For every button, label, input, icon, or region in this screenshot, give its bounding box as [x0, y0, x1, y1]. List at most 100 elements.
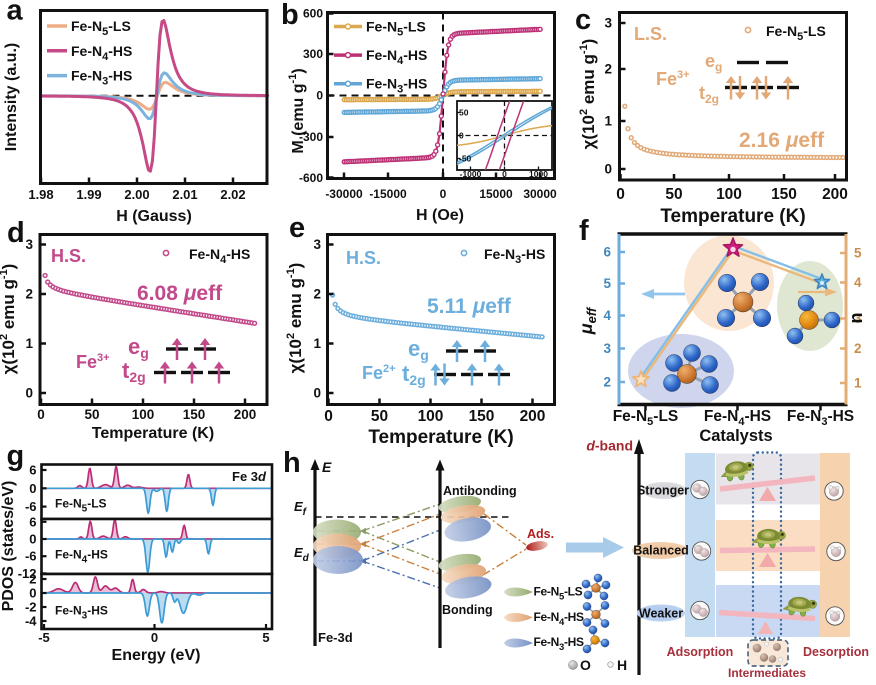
svg-text:2: 2 — [854, 341, 862, 356]
svg-text:0: 0 — [313, 386, 321, 401]
svg-text:Intermediates: Intermediates — [728, 666, 806, 680]
svg-text:h: h — [283, 447, 301, 479]
svg-text:Fe-N4​-HS: Fe-N4​-HS — [55, 548, 108, 566]
svg-text:Ads.: Ads. — [527, 527, 554, 541]
svg-text:Adsorption: Adsorption — [667, 645, 734, 659]
svg-text:5: 5 — [262, 630, 269, 645]
svg-text:100: 100 — [716, 186, 742, 203]
svg-text:5: 5 — [603, 276, 611, 291]
svg-text:600: 600 — [303, 7, 323, 21]
svg-text:150: 150 — [183, 407, 206, 422]
svg-text:Fe-N5​-LS: Fe-N5​-LS — [613, 408, 679, 428]
svg-text:100: 100 — [418, 408, 444, 425]
svg-text:Fe-N4​-HS: Fe-N4​-HS — [534, 610, 585, 628]
svg-text:2: 2 — [29, 572, 36, 587]
svg-text:Fe-N5​-LS: Fe-N5​-LS — [55, 497, 107, 515]
svg-text:-6: -6 — [25, 499, 37, 514]
svg-text:4: 4 — [603, 308, 611, 323]
svg-text:-50: -50 — [459, 154, 472, 164]
svg-text:-5: -5 — [38, 630, 50, 645]
svg-text:d: d — [7, 217, 25, 249]
svg-text:6: 6 — [603, 245, 611, 260]
svg-text:0: 0 — [29, 586, 36, 601]
svg-text:e: e — [289, 212, 305, 244]
svg-text:2: 2 — [25, 287, 33, 302]
svg-text:Fe-N5​-LS: Fe-N5​-LS — [766, 23, 826, 43]
svg-text:Fe-N3​-HS: Fe-N3​-HS — [366, 76, 427, 96]
svg-text:d-band: d-band — [586, 438, 633, 454]
svg-text:Fe-N3​-HS: Fe-N3​-HS — [484, 246, 545, 266]
svg-text:1000: 1000 — [529, 169, 548, 179]
svg-text:g: g — [7, 440, 25, 472]
svg-text:H.S.: H.S. — [51, 246, 86, 266]
svg-text:2.00: 2.00 — [124, 187, 149, 202]
svg-text:-30000: -30000 — [325, 187, 363, 201]
svg-text:300: 300 — [303, 47, 323, 61]
svg-text:-300: -300 — [299, 130, 323, 144]
svg-text:Fe-N4​-HS: Fe-N4​-HS — [704, 408, 771, 428]
svg-text:Weaker: Weaker — [639, 607, 683, 621]
svg-text:-1000: -1000 — [460, 169, 482, 179]
svg-text:3: 3 — [25, 237, 33, 252]
svg-text:-6: -6 — [25, 549, 37, 564]
svg-text:1: 1 — [854, 376, 862, 391]
svg-text:3: 3 — [313, 237, 321, 252]
svg-text:30000: 30000 — [523, 187, 557, 201]
svg-text:0: 0 — [604, 162, 612, 177]
svg-text:Balanced: Balanced — [633, 544, 689, 558]
svg-text:χ(102​ emu g-1​): χ(102​ emu g-1​) — [285, 263, 305, 374]
svg-text:2.01: 2.01 — [172, 187, 197, 202]
svg-text:H.S.: H.S. — [346, 248, 381, 268]
svg-text:1: 1 — [313, 336, 321, 351]
svg-text:Fe-N3​-HS: Fe-N3​-HS — [71, 68, 132, 88]
svg-text:L.S.: L.S. — [634, 24, 667, 44]
svg-text:χ(102​ emu g-1​): χ(102​ emu g-1​) — [578, 39, 598, 150]
svg-text:2: 2 — [603, 375, 611, 390]
svg-text:0: 0 — [29, 481, 36, 496]
svg-text:Stronger: Stronger — [637, 484, 689, 498]
svg-text:Energy (eV): Energy (eV) — [112, 647, 201, 664]
svg-text:Intensity (a.u.): Intensity (a.u.) — [3, 43, 20, 151]
svg-text:15000: 15000 — [479, 187, 513, 201]
svg-text:-2: -2 — [25, 600, 37, 615]
svg-text:6: 6 — [29, 463, 36, 478]
svg-text:Fe-N5​-LS: Fe-N5​-LS — [71, 18, 131, 38]
svg-text:3: 3 — [603, 341, 611, 356]
svg-text:0: 0 — [459, 131, 464, 141]
svg-text:2: 2 — [313, 287, 321, 302]
svg-text:1: 1 — [604, 114, 612, 129]
svg-text:0: 0 — [151, 630, 158, 645]
svg-text:M (emu g-1​): M (emu g-1​) — [287, 68, 307, 153]
svg-text:Catalysts: Catalysts — [699, 427, 772, 445]
svg-text:2: 2 — [604, 62, 612, 77]
svg-text:2.02: 2.02 — [220, 187, 245, 202]
svg-text:H: H — [617, 657, 627, 673]
svg-text:200: 200 — [520, 408, 546, 425]
svg-text:Fe-N4​-HS: Fe-N4​-HS — [366, 47, 427, 67]
svg-text:2.16 μeff: 2.16 μeff — [739, 129, 825, 152]
svg-text:Fe-N3​-HS: Fe-N3​-HS — [534, 635, 585, 653]
svg-text:200: 200 — [234, 407, 257, 422]
svg-text:Fe-N3​-HS: Fe-N3​-HS — [787, 408, 854, 428]
svg-text:Fe-N5​-LS: Fe-N5​-LS — [534, 585, 583, 603]
svg-text:Fe-3d: Fe-3d — [318, 630, 353, 645]
svg-text:0: 0 — [324, 408, 333, 425]
svg-text:Fe-N4​-HS: Fe-N4​-HS — [71, 43, 132, 63]
svg-text:6.08 μeff: 6.08 μeff — [137, 282, 223, 305]
svg-text:200: 200 — [822, 186, 848, 203]
svg-text:-600: -600 — [299, 171, 323, 185]
svg-text:c: c — [575, 4, 591, 36]
svg-text:Temperature (K): Temperature (K) — [92, 425, 214, 442]
svg-text:b: b — [281, 0, 299, 31]
svg-text:χ(102​ emu g-1​): χ(102​ emu g-1​) — [0, 264, 18, 375]
svg-text:0: 0 — [440, 187, 447, 201]
svg-text:0: 0 — [316, 89, 323, 103]
svg-text:1.98: 1.98 — [28, 187, 53, 202]
svg-text:-15000: -15000 — [369, 187, 407, 201]
svg-text:Temperature (K): Temperature (K) — [368, 427, 513, 448]
svg-text:0: 0 — [29, 532, 36, 547]
svg-text:50: 50 — [665, 186, 682, 203]
svg-text:150: 150 — [771, 186, 797, 203]
svg-text:1: 1 — [25, 336, 33, 351]
svg-text:50: 50 — [371, 408, 388, 425]
